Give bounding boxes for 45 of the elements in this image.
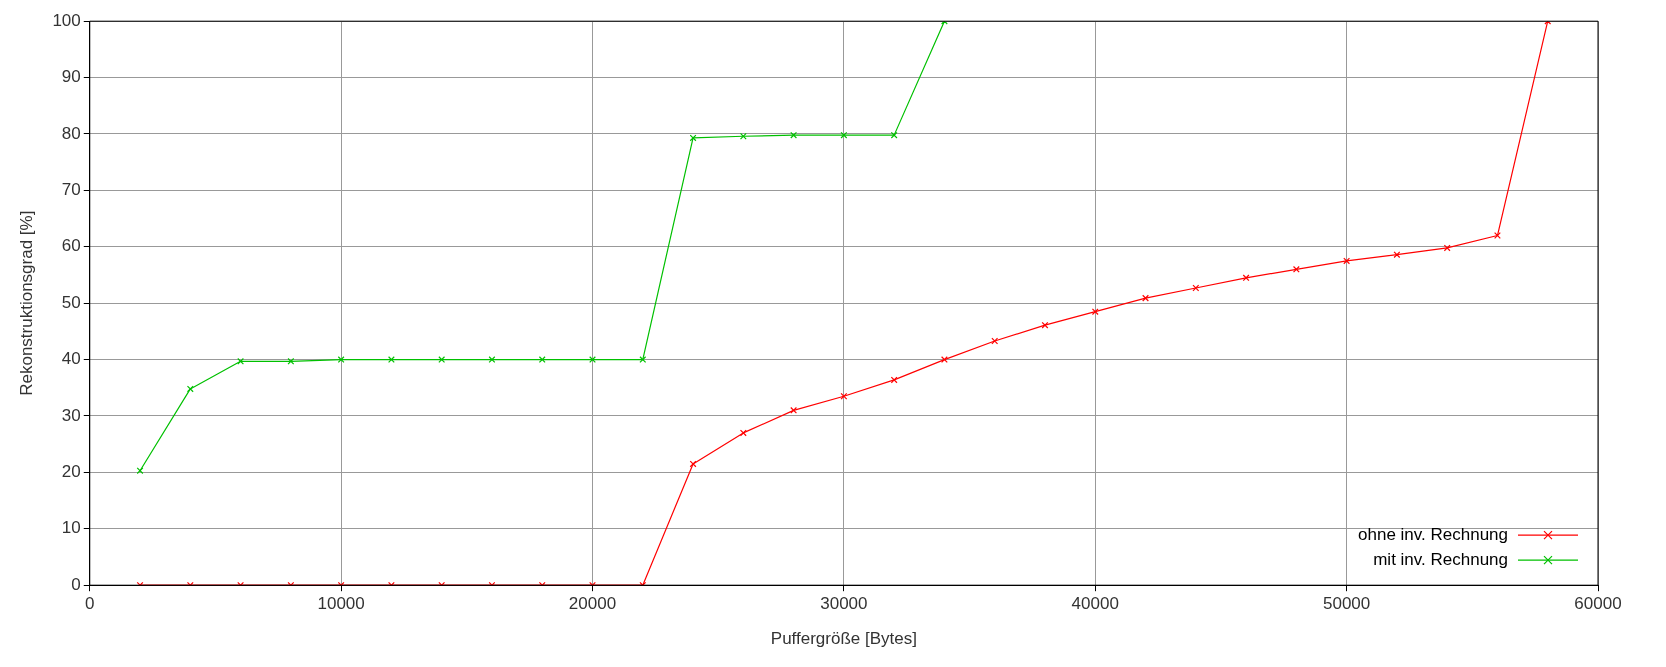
- y-tick-label: 30: [61, 405, 81, 425]
- y-tick-label: 20: [61, 462, 81, 482]
- point: [991, 337, 999, 345]
- x-axis-title: Puffergröße [Bytes]: [770, 629, 917, 649]
- legend-label: mit inv. Rechnung: [1373, 549, 1508, 569]
- point: [237, 357, 245, 365]
- point: [1242, 274, 1250, 282]
- x-tick-label: 50000: [1322, 594, 1371, 614]
- y-tick-label: 70: [61, 180, 81, 200]
- point: [840, 392, 848, 400]
- y-tick-label: 40: [61, 349, 81, 369]
- point: [1142, 294, 1149, 302]
- point: [438, 356, 446, 364]
- point: [1443, 244, 1451, 252]
- point: [1192, 284, 1200, 292]
- x-tick-label: 20000: [568, 594, 617, 614]
- x-tick-label: 40000: [1071, 594, 1119, 614]
- point: [488, 356, 496, 364]
- point: [639, 356, 647, 364]
- point: [136, 467, 144, 475]
- x-tick-label: 30000: [820, 594, 868, 614]
- y-tick-label: 80: [61, 123, 81, 143]
- y-tick-label: 10: [61, 518, 81, 538]
- point: [337, 356, 345, 364]
- point: [186, 385, 194, 393]
- y-tick-label: 100: [52, 10, 81, 30]
- y-axis-title: Rekonstruktionsgrad [%]: [16, 210, 36, 396]
- y-tick-label: 0: [71, 574, 81, 594]
- y-tick-label: 50: [61, 292, 81, 312]
- point: [1041, 321, 1049, 329]
- point: [739, 429, 747, 437]
- legend-label: ohne inv. Rechnung: [1358, 524, 1508, 544]
- point: [538, 356, 546, 364]
- point: [1393, 251, 1401, 259]
- x-tick-label: 60000: [1574, 594, 1622, 614]
- point: [790, 131, 798, 139]
- x-tick-label: 0: [85, 594, 95, 614]
- y-tick-label: 60: [61, 236, 81, 256]
- point: [287, 357, 295, 365]
- point: [1091, 308, 1099, 316]
- point: [739, 132, 747, 140]
- point: [1343, 257, 1351, 265]
- x-tick-label: 10000: [317, 594, 365, 614]
- y-tick-label: 90: [61, 67, 81, 87]
- point: [589, 581, 596, 586]
